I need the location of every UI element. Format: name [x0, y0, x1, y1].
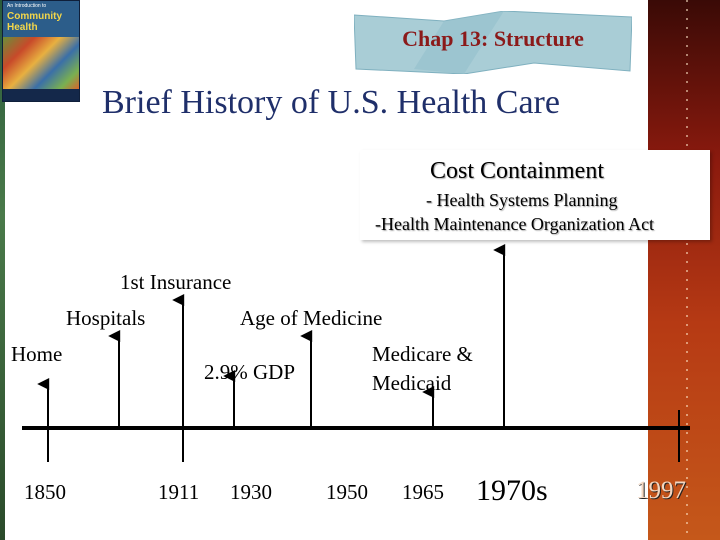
year-label: 1930 — [230, 480, 272, 504]
cost-containment-heading: Cost Containment — [430, 158, 604, 184]
cover-foot-band — [3, 89, 79, 101]
strip-dotted-line — [686, 0, 688, 540]
cover-title-word-1: Community — [7, 11, 62, 22]
year-label-emphasized: 1970s — [476, 474, 548, 507]
cover-artwork — [3, 37, 79, 89]
year-label: 1911 — [158, 480, 200, 504]
event-first-insurance: 1st Insurance — [120, 270, 232, 294]
chapter-banner — [354, 11, 632, 74]
chapter-label: Chap 13: Structure — [402, 26, 584, 51]
cover-top-band — [3, 1, 79, 37]
event-gdp: 2.9% GDP — [204, 360, 296, 384]
event-age-of-medicine: Age of Medicine — [240, 306, 383, 330]
event-medicare-line2: Medicaid — [372, 371, 452, 395]
cover-title-word-2: Health — [7, 22, 38, 33]
year-label: 1965 — [402, 480, 444, 504]
cost-item-hmo-act: -Health Maintenance Organization Act — [375, 214, 655, 234]
cover-subtitle: An Introduction to — [7, 3, 47, 9]
page-title: Brief History of U.S. Health Care — [102, 84, 560, 121]
year-label: 1850 — [24, 480, 66, 504]
left-decorative-bar — [0, 0, 5, 540]
event-home: Home — [11, 342, 63, 366]
year-label-final: 1997 — [636, 477, 686, 504]
cost-containment-box — [360, 150, 710, 240]
book-cover-image: An Introduction to Community Health — [2, 0, 80, 102]
cost-item-planning: - Health Systems Planning — [426, 190, 618, 210]
event-medicare-line1: Medicare & — [372, 342, 473, 366]
event-hospitals: Hospitals — [66, 306, 146, 330]
right-decorative-strip — [648, 0, 720, 540]
year-label: 1950 — [326, 480, 368, 504]
